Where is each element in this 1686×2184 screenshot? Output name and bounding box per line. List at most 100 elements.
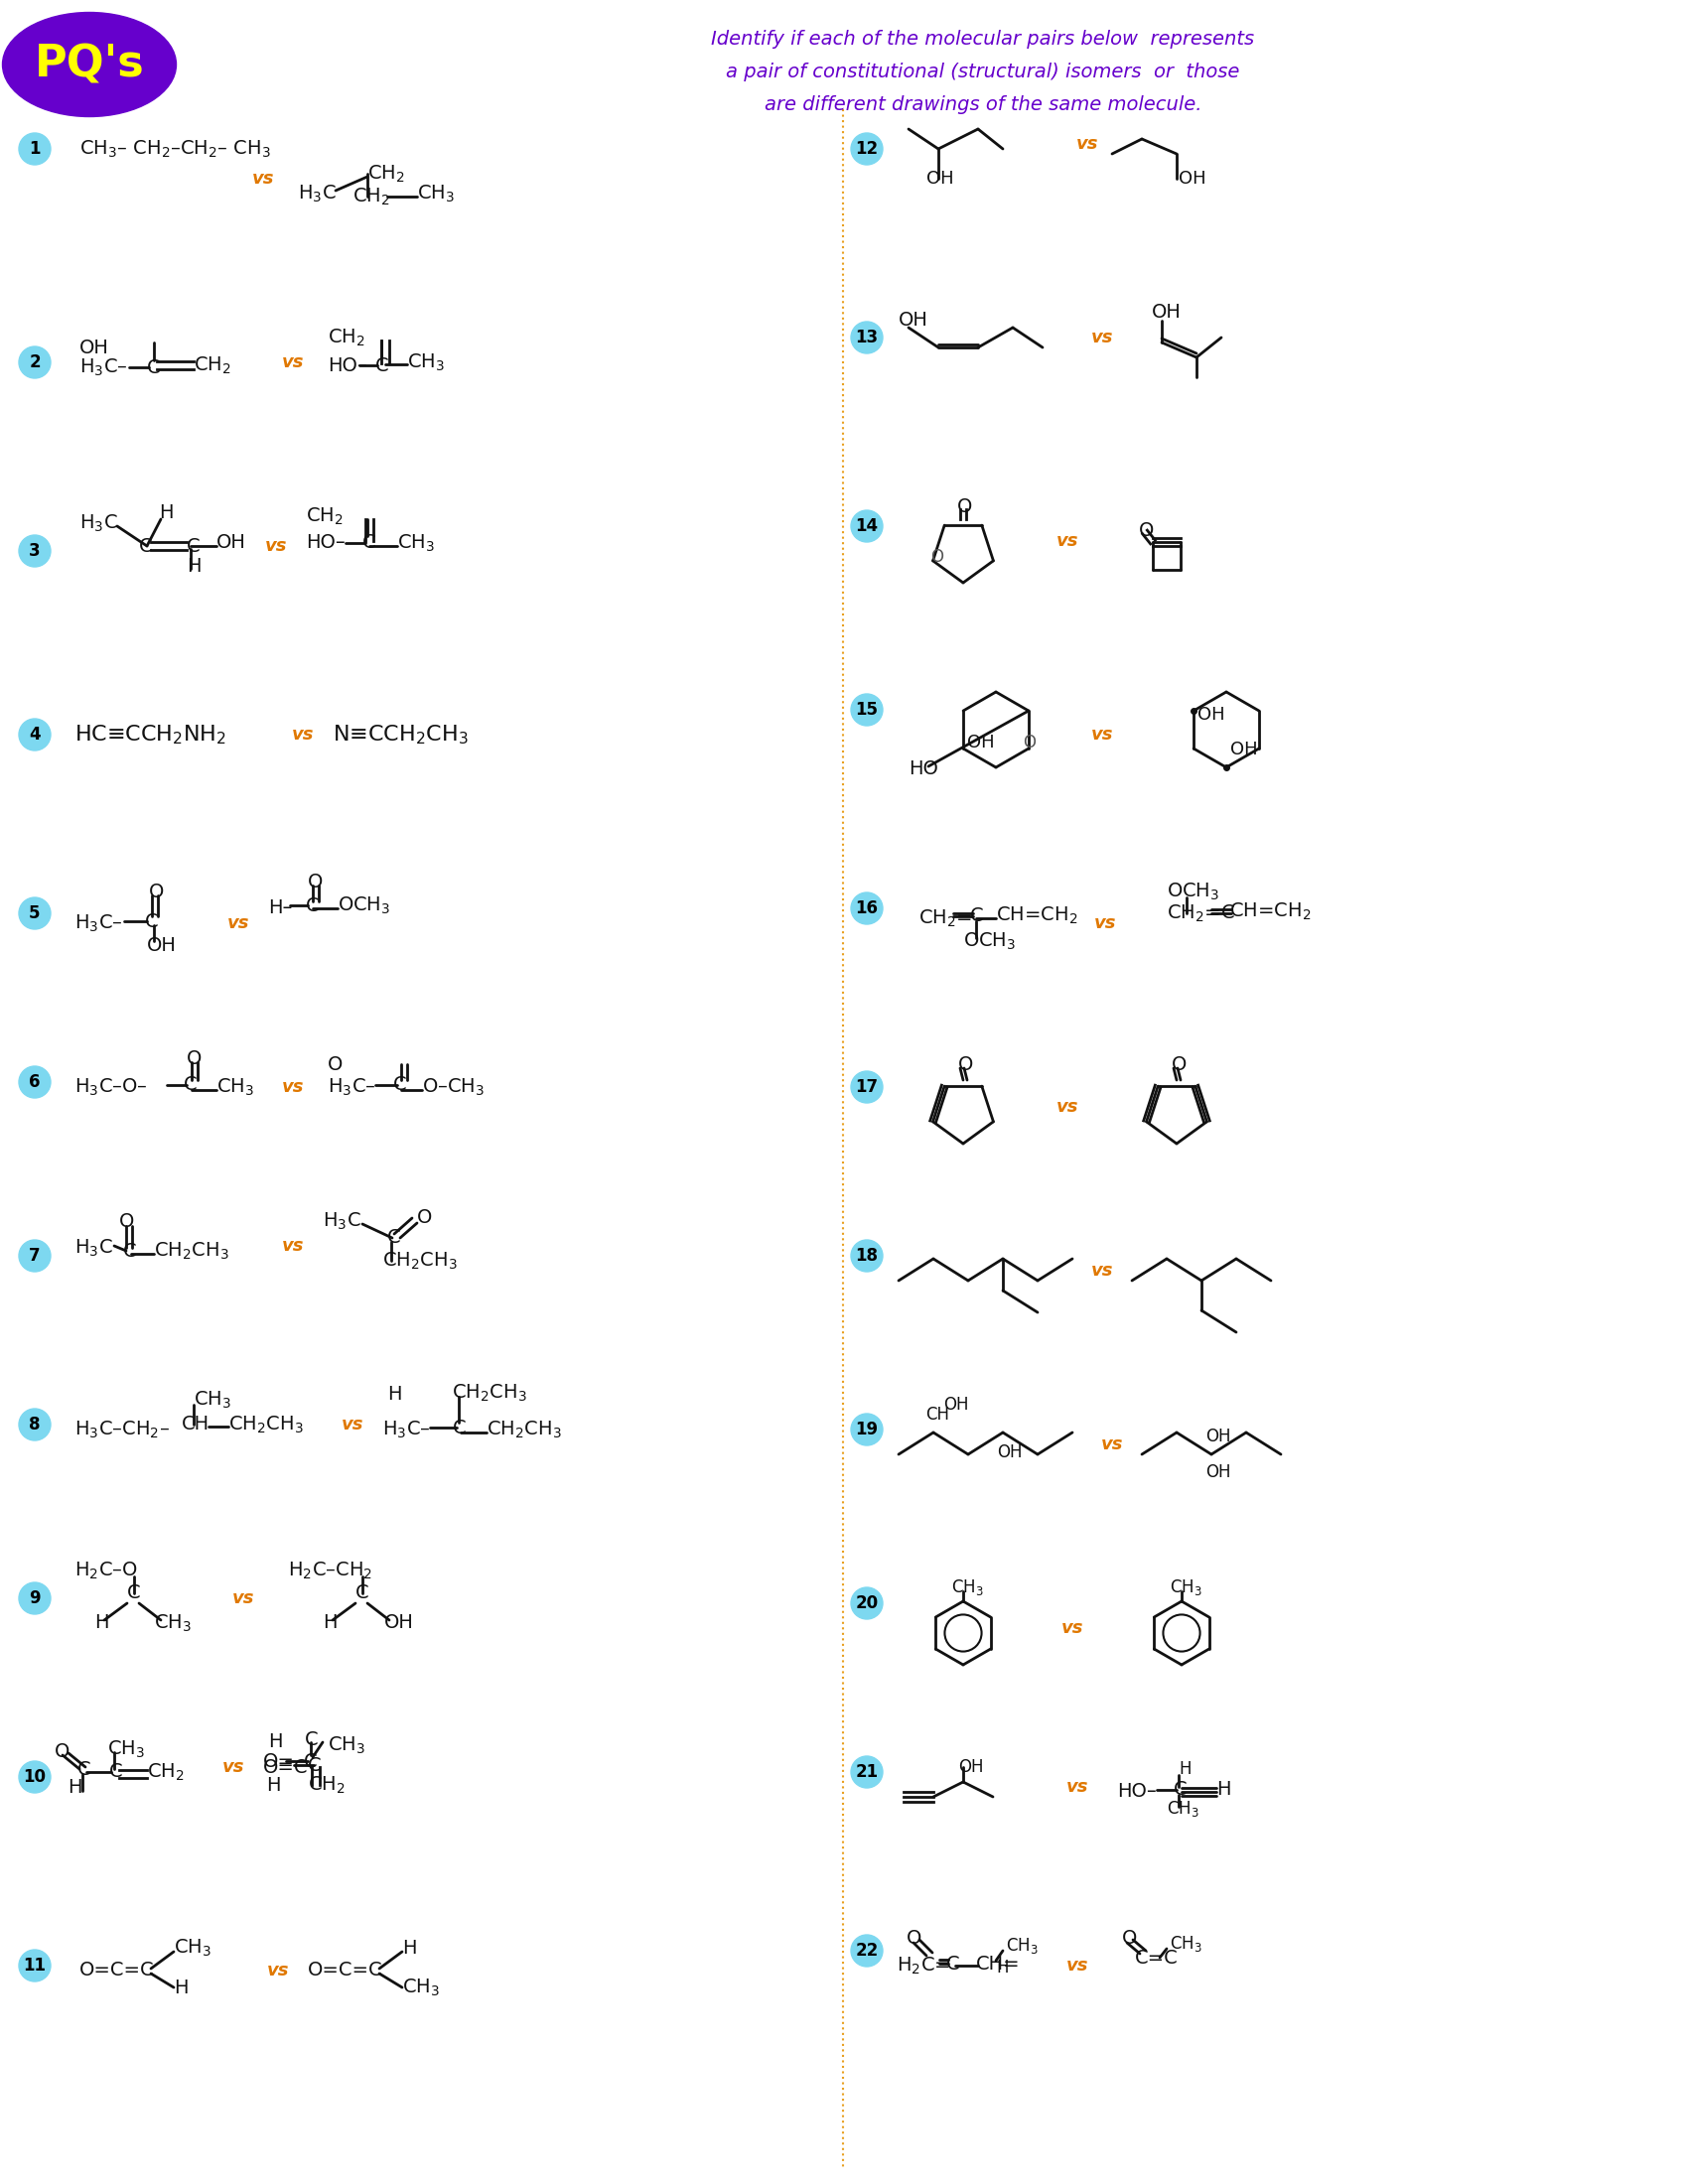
Text: CH$_2$: CH$_2$	[194, 354, 231, 376]
Text: O–CH$_3$: O–CH$_3$	[422, 1077, 484, 1099]
Text: vs: vs	[1101, 1435, 1123, 1452]
Text: HO–: HO–	[1116, 1782, 1157, 1802]
Text: CH$_3$: CH$_3$	[108, 1738, 145, 1760]
Text: OH: OH	[384, 1614, 413, 1634]
Text: H: H	[158, 505, 174, 522]
Text: 21: 21	[855, 1762, 878, 1780]
Text: C: C	[126, 1583, 140, 1603]
Text: C: C	[305, 1730, 319, 1749]
Text: vs: vs	[1066, 1778, 1087, 1795]
Text: vs: vs	[341, 1415, 364, 1433]
Text: 12: 12	[855, 140, 878, 157]
Text: OH: OH	[1229, 740, 1258, 758]
Text: OH: OH	[1197, 705, 1224, 723]
Circle shape	[19, 1066, 51, 1099]
Text: vs: vs	[1055, 533, 1077, 550]
Text: CH: CH	[182, 1415, 209, 1435]
Text: O=C=C: O=C=C	[79, 1961, 155, 1981]
Text: H: H	[187, 557, 201, 574]
Text: O: O	[307, 871, 324, 891]
Text: 9: 9	[29, 1590, 40, 1607]
Text: OH: OH	[147, 935, 177, 954]
Text: vs: vs	[1091, 328, 1113, 347]
Text: O=C: O=C	[263, 1758, 309, 1776]
Text: CH$_2$CH$_3$: CH$_2$CH$_3$	[452, 1382, 526, 1404]
Text: C: C	[307, 1756, 320, 1773]
Circle shape	[850, 1241, 882, 1271]
Text: vs: vs	[282, 1236, 303, 1256]
Text: PQ's: PQ's	[34, 44, 145, 85]
Text: 2: 2	[29, 354, 40, 371]
Text: vs: vs	[1091, 725, 1113, 743]
Text: CH$_3$: CH$_3$	[406, 352, 445, 373]
Circle shape	[19, 535, 51, 568]
Text: O: O	[1138, 520, 1153, 539]
Text: vs: vs	[1066, 1957, 1087, 1974]
Text: 19: 19	[855, 1420, 878, 1439]
Text: H$_3$C–CH$_2$–: H$_3$C–CH$_2$–	[74, 1420, 170, 1439]
Text: vs: vs	[1076, 135, 1098, 153]
Text: 22: 22	[855, 1942, 878, 1959]
Text: CH$_2$: CH$_2$	[305, 507, 342, 526]
Text: H$_3$C: H$_3$C	[74, 1238, 113, 1258]
Text: CH$_2$: CH$_2$	[368, 164, 405, 183]
Text: O: O	[1022, 734, 1035, 751]
Circle shape	[850, 1070, 882, 1103]
Circle shape	[850, 1756, 882, 1789]
Text: CH$_3$: CH$_3$	[216, 1077, 255, 1099]
Circle shape	[850, 893, 882, 924]
Text: CH$_3$: CH$_3$	[401, 1977, 440, 1998]
Text: H: H	[322, 1614, 337, 1634]
Text: O: O	[327, 1055, 342, 1075]
Text: 8: 8	[29, 1415, 40, 1433]
Text: O: O	[905, 1928, 921, 1948]
Text: C: C	[393, 1077, 406, 1094]
Text: O: O	[1172, 1055, 1187, 1075]
Text: H: H	[1179, 1760, 1190, 1778]
Text: C: C	[356, 1583, 369, 1603]
Text: C: C	[110, 1762, 123, 1782]
Text: C: C	[374, 356, 389, 376]
Text: OH: OH	[1152, 304, 1180, 321]
Text: vs: vs	[1093, 915, 1116, 933]
Text: CH$_3$: CH$_3$	[396, 533, 435, 553]
Text: CH$_2$CH$_3$: CH$_2$CH$_3$	[486, 1420, 561, 1439]
Text: CH$_2$CH$_3$: CH$_2$CH$_3$	[383, 1249, 457, 1271]
Text: O: O	[958, 1055, 973, 1075]
Text: C: C	[946, 1955, 959, 1972]
Text: OH: OH	[79, 339, 110, 356]
Text: CH$_3$: CH$_3$	[194, 1389, 231, 1411]
Circle shape	[850, 321, 882, 354]
Text: H: H	[388, 1385, 401, 1404]
Text: H$_3$C: H$_3$C	[79, 513, 118, 533]
Text: OH: OH	[966, 734, 995, 751]
Text: C: C	[187, 537, 201, 555]
Text: C: C	[969, 906, 983, 926]
Text: H: H	[94, 1614, 108, 1634]
Text: CH$_3$: CH$_3$	[1168, 1577, 1202, 1597]
Text: H$_2$C–O: H$_2$C–O	[74, 1559, 138, 1581]
Ellipse shape	[2, 13, 175, 116]
Text: 4: 4	[29, 725, 40, 743]
Text: OH: OH	[899, 310, 927, 330]
Text: O: O	[956, 498, 971, 518]
Text: OH: OH	[1205, 1428, 1231, 1446]
Text: CH$_2$=: CH$_2$=	[917, 909, 971, 928]
Circle shape	[19, 133, 51, 164]
Text: CH: CH	[926, 1406, 949, 1424]
Text: C: C	[138, 537, 152, 555]
Text: CH=: CH=	[976, 1955, 1020, 1972]
Text: O: O	[54, 1743, 69, 1762]
Text: 20: 20	[855, 1594, 878, 1612]
Text: H: H	[67, 1778, 83, 1795]
Text: CH$_3$– CH$_2$–CH$_2$– CH$_3$: CH$_3$– CH$_2$–CH$_2$– CH$_3$	[79, 138, 271, 159]
Text: H$_2$C=: H$_2$C=	[895, 1955, 949, 1977]
Text: a pair of constitutional (structural) isomers  or  those: a pair of constitutional (structural) is…	[725, 63, 1239, 81]
Text: 10: 10	[24, 1769, 46, 1787]
Circle shape	[19, 1241, 51, 1271]
Circle shape	[19, 1760, 51, 1793]
Text: CH$_3$: CH$_3$	[153, 1612, 192, 1634]
Circle shape	[19, 719, 51, 751]
Text: H: H	[268, 1732, 282, 1752]
Circle shape	[850, 1935, 882, 1966]
